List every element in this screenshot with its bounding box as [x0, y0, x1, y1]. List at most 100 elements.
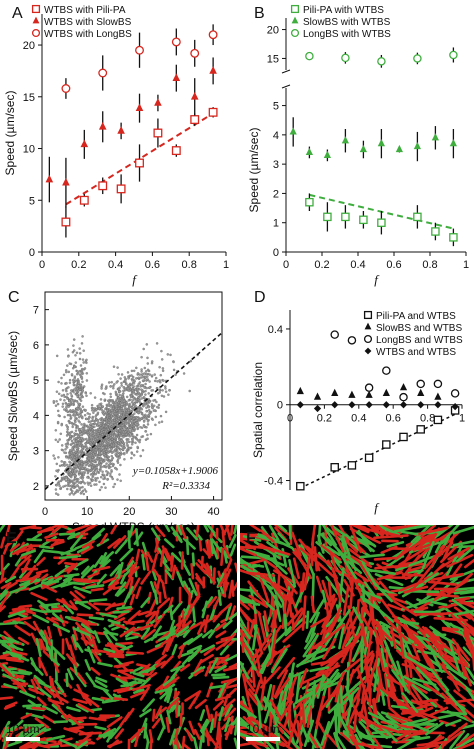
panel-c-point [64, 479, 68, 482]
cell [352, 606, 363, 624]
panel-c-point [85, 379, 89, 382]
panel-c-point [79, 399, 83, 402]
panel-c-point [78, 347, 81, 350]
cell [396, 735, 421, 749]
panel-c-point [72, 472, 75, 475]
cell [132, 624, 150, 633]
cell [87, 601, 100, 612]
panel-c-point [146, 362, 150, 365]
panel-a-y-tick-label: 10 [23, 144, 35, 156]
panel-c-point [79, 364, 83, 367]
cell [218, 602, 233, 615]
cell [154, 688, 169, 694]
panel-c-point [130, 383, 134, 387]
panel-c-point [143, 366, 147, 370]
cell [178, 525, 187, 540]
cell [146, 551, 154, 563]
panel-c-point [88, 430, 91, 433]
cell [344, 533, 360, 548]
panel-c-point [61, 449, 65, 452]
cell [426, 592, 460, 598]
panel-c-point [103, 398, 107, 402]
panel-c-point [69, 397, 73, 401]
panel-c-point [132, 369, 136, 373]
cell [84, 695, 100, 708]
panel-c-point [70, 430, 74, 434]
panel-c-point [76, 411, 79, 415]
panel-c-point [140, 393, 143, 397]
panel-c-point [92, 471, 95, 474]
cell [427, 580, 457, 586]
cell [191, 603, 196, 623]
cell [15, 616, 32, 622]
panel-a-point [61, 84, 71, 93]
cell [398, 625, 405, 659]
panel-c-point [54, 492, 58, 495]
panel-c-point [69, 416, 73, 420]
panel-c-point [114, 466, 117, 470]
cell [0, 652, 12, 659]
panel-c-point [116, 478, 119, 481]
panel-c-point [70, 442, 73, 446]
panel-c-point [66, 439, 69, 442]
panel-c-point [109, 412, 113, 415]
cell [389, 597, 418, 617]
cell [375, 637, 386, 672]
cell [153, 589, 159, 605]
cell [377, 666, 384, 690]
panel-c-equation: y=0.1058x+1.9006 [132, 465, 219, 477]
cell [17, 554, 32, 568]
panel-c-point [87, 469, 91, 473]
cell [299, 668, 308, 688]
cell [127, 609, 141, 622]
cell [288, 558, 297, 588]
panel-c-point [70, 472, 73, 475]
panel-d-point [365, 401, 373, 409]
cell [296, 649, 319, 668]
panel-c-point [74, 481, 77, 485]
cell [58, 555, 79, 560]
panel-c-point [118, 473, 121, 476]
cell [114, 623, 126, 629]
cell [73, 663, 78, 676]
cell [202, 563, 211, 577]
cell [28, 687, 45, 696]
cell [388, 712, 413, 723]
cell [5, 581, 18, 590]
cell [421, 540, 435, 570]
panel-c-point [105, 421, 109, 425]
cell [75, 642, 84, 653]
panel-c-point [120, 411, 124, 414]
panel-c-point [147, 405, 150, 409]
panel-c-point [124, 430, 127, 434]
cell [316, 674, 325, 699]
cell [71, 652, 78, 667]
panel-c-point [68, 399, 71, 403]
panel-c-point [71, 409, 75, 412]
panel-c-point [72, 493, 75, 496]
cell [5, 701, 18, 709]
panel-c-point [109, 395, 113, 399]
panel-d-point [347, 336, 357, 345]
cell [46, 616, 59, 625]
cell [11, 678, 27, 688]
panel-b-legend-label: LongBS with WTBS [303, 29, 391, 40]
panel-a-point [171, 146, 181, 156]
cell [96, 573, 107, 586]
panel-c-point [118, 456, 121, 459]
cell [358, 695, 368, 722]
panel-c-point [78, 428, 82, 431]
cell [465, 686, 474, 702]
cell [139, 708, 152, 718]
panel-c-point [71, 469, 74, 473]
panel-d-y-tick-label: 0.4 [268, 324, 283, 336]
panel-c-point [85, 453, 89, 456]
panel-c-point [97, 430, 101, 433]
cell [386, 540, 405, 548]
panel-a-point [116, 184, 126, 194]
panel-c-point [90, 403, 94, 407]
cell [127, 585, 134, 599]
panel-c-point [55, 400, 58, 403]
panel-c-point [98, 402, 101, 406]
panel-c-point [98, 469, 102, 472]
